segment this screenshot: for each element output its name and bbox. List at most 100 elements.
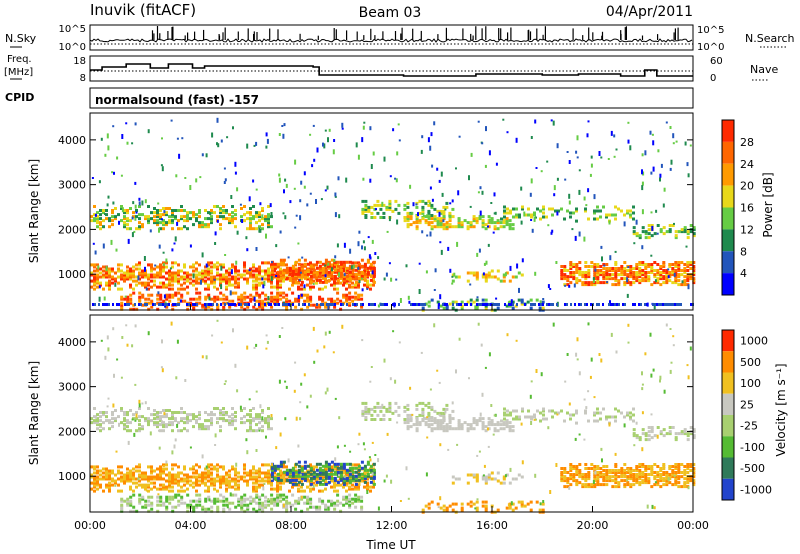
velocity-cell bbox=[189, 483, 192, 487]
power-cell bbox=[156, 213, 159, 217]
power-cell bbox=[168, 207, 171, 210]
velocity-cell bbox=[481, 425, 485, 429]
velocity-cell bbox=[117, 415, 120, 419]
velocity-cell bbox=[132, 509, 136, 513]
power-cell bbox=[150, 269, 153, 273]
power-cell bbox=[383, 156, 386, 162]
power-cell bbox=[267, 217, 270, 221]
velocity-cell bbox=[632, 473, 636, 476]
velocity-cell bbox=[484, 475, 488, 479]
power-cell bbox=[108, 287, 111, 291]
power-cell bbox=[415, 205, 419, 209]
power-cell bbox=[135, 263, 138, 267]
velocity-cell bbox=[120, 503, 124, 507]
power-cell bbox=[246, 281, 249, 285]
power-cell bbox=[496, 269, 500, 273]
power-cell bbox=[418, 211, 422, 215]
velocity-cell bbox=[291, 466, 295, 470]
power-cell bbox=[671, 281, 675, 285]
ytick-label: 2000 bbox=[58, 223, 86, 236]
velocity-cell bbox=[354, 499, 358, 503]
velocity-cell bbox=[309, 505, 313, 509]
power-cell bbox=[276, 270, 280, 274]
velocity-cell bbox=[246, 503, 250, 507]
power-cell bbox=[683, 226, 687, 230]
power-cell bbox=[261, 281, 264, 285]
power-cell bbox=[200, 279, 202, 285]
power-cell bbox=[171, 307, 175, 311]
power-cell bbox=[279, 230, 282, 234]
power-cell bbox=[126, 217, 129, 221]
power-cell bbox=[380, 303, 382, 306]
power-cell bbox=[279, 267, 282, 271]
power-cell bbox=[641, 273, 645, 277]
velocity-cell bbox=[623, 485, 627, 489]
power-cell bbox=[105, 271, 108, 275]
power-cell bbox=[662, 265, 666, 268]
velocity-cell bbox=[240, 505, 244, 509]
velocity-cell bbox=[246, 473, 249, 477]
velocity-cell bbox=[135, 509, 139, 513]
velocity-cell bbox=[234, 419, 237, 423]
velocity-cell bbox=[270, 478, 274, 482]
velocity-cell bbox=[105, 473, 108, 477]
power-cell bbox=[512, 215, 515, 219]
velocity-cell bbox=[168, 471, 171, 475]
power-cell bbox=[508, 219, 512, 223]
power-cell bbox=[433, 217, 437, 221]
power-cell bbox=[426, 214, 429, 218]
velocity-cell bbox=[692, 469, 696, 472]
power-cell bbox=[632, 271, 636, 274]
velocity-cell bbox=[186, 429, 189, 433]
velocity-cell bbox=[499, 423, 503, 427]
power-cell bbox=[279, 273, 282, 277]
power-cell bbox=[592, 278, 595, 283]
power-cell bbox=[342, 267, 345, 271]
velocity-cell bbox=[367, 409, 371, 413]
velocity-cell bbox=[602, 483, 606, 487]
velocity-cell bbox=[249, 425, 252, 429]
power-cell bbox=[174, 293, 178, 297]
velocity-cell bbox=[123, 413, 126, 417]
velocity-cell bbox=[99, 423, 102, 427]
velocity-cell bbox=[267, 469, 270, 473]
power-cell bbox=[439, 223, 443, 227]
velocity-cell bbox=[249, 477, 252, 481]
power-cell bbox=[165, 271, 168, 275]
velocity-cell bbox=[216, 407, 219, 410]
power-cell bbox=[159, 293, 163, 297]
power-cell bbox=[201, 153, 204, 157]
power-cell bbox=[321, 287, 324, 291]
power-cell bbox=[620, 209, 623, 213]
power-cell bbox=[357, 295, 361, 299]
velocity-cell bbox=[156, 503, 160, 507]
power-cell bbox=[222, 275, 225, 279]
velocity-cell bbox=[282, 497, 286, 501]
velocity-cell bbox=[439, 421, 443, 425]
freq-label-1: Freq. bbox=[7, 54, 32, 65]
velocity-cell bbox=[231, 407, 234, 410]
power-cell bbox=[433, 215, 437, 219]
velocity-cell bbox=[336, 474, 340, 478]
velocity-cell bbox=[279, 478, 283, 482]
power-cell bbox=[477, 120, 480, 123]
power-cell bbox=[207, 287, 210, 291]
velocity-cell bbox=[222, 417, 225, 421]
power-cell bbox=[93, 279, 96, 283]
velocity-cell bbox=[590, 485, 594, 489]
power-cell bbox=[572, 275, 576, 279]
velocity-cell bbox=[129, 469, 132, 473]
velocity-cell bbox=[508, 502, 512, 506]
velocity-cell bbox=[300, 474, 304, 478]
velocity-cell bbox=[692, 481, 696, 485]
power-cell bbox=[638, 234, 642, 238]
power-cell bbox=[189, 273, 192, 277]
velocity-cell bbox=[300, 466, 304, 470]
power-cell bbox=[369, 262, 373, 266]
power-cell bbox=[442, 215, 446, 219]
velocity-cell bbox=[270, 466, 274, 470]
power-cell bbox=[294, 263, 297, 267]
power-cell bbox=[106, 303, 108, 306]
power-cell bbox=[692, 261, 696, 264]
power-cell bbox=[132, 307, 136, 311]
